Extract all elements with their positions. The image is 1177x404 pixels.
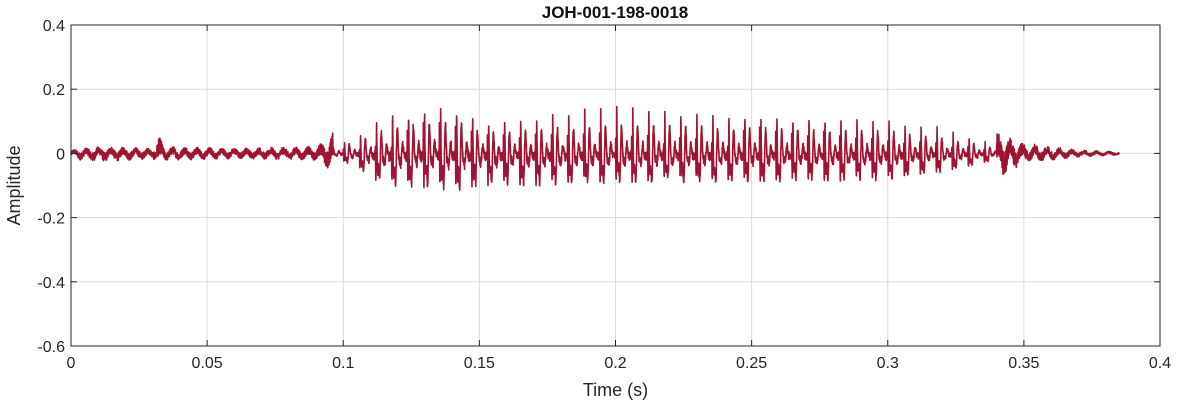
y-tick-label: 0.4 [43, 18, 65, 35]
y-tick-label: -0.2 [37, 211, 65, 228]
y-tick-label: 0.2 [43, 82, 65, 99]
x-tick-label: 0.25 [736, 355, 767, 372]
x-tick-label: 0.05 [192, 355, 223, 372]
x-tick-label: 0.2 [604, 355, 626, 372]
x-tick-label: 0 [67, 355, 76, 372]
y-tick-label: -0.4 [37, 275, 65, 292]
y-tick-label: -0.6 [37, 339, 65, 356]
chart-title: JOH-001-198-0018 [542, 3, 688, 22]
x-tick-label: 0.3 [877, 355, 899, 372]
waveform-series-line [70, 105, 1120, 191]
x-tick-label: 0.1 [332, 355, 354, 372]
y-tick-label: 0 [56, 146, 65, 163]
grid [70, 24, 1161, 347]
x-axis-label: Time (s) [583, 380, 648, 400]
y-axis-label: Amplitude [4, 145, 24, 225]
x-tick-label: 0.15 [464, 355, 495, 372]
x-tick-label: 0.35 [1008, 355, 1039, 372]
tick-layer: 0 0.05 0.1 0.15 0.2 0.25 0.3 0.35 0.4 -0.6 -0.4 -0.… [37, 18, 1171, 372]
x-tick-label: 0.4 [1149, 355, 1171, 372]
series-layer [70, 105, 1120, 191]
